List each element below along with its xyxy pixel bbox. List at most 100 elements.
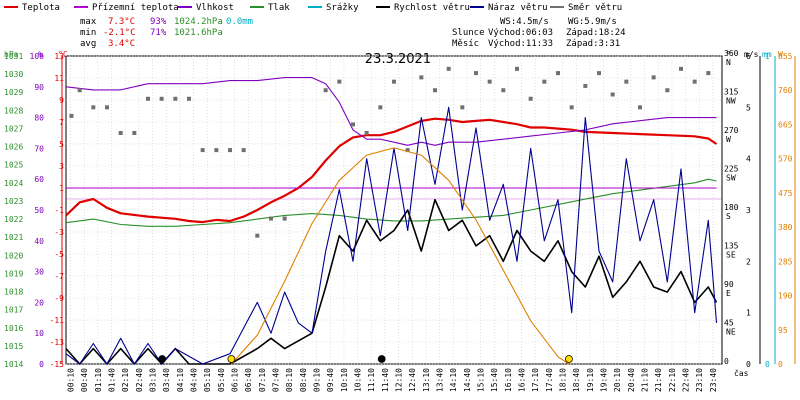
stat-wg: WG:5.9m/s [568,17,617,27]
wm2-tick-label: 475 [778,189,793,198]
stat-min-temp: -2.1°C [103,28,136,38]
pct-tick-label: 10 [34,329,44,338]
x-tick-label: 15:40 [490,368,499,392]
legend-label: Vlhkost [196,3,234,13]
dir-axis-unit: ° [726,50,731,59]
dir-tick-label: 0 [724,357,729,366]
dir-tick-label: 135 [724,242,739,251]
stat-avg-label: avg [80,39,96,49]
dir-tick-label: 360 [724,49,739,58]
x-tick-label: 07:40 [272,368,281,392]
temp-tick-label: -3 [54,228,64,237]
x-tick-label: 07:10 [258,368,267,392]
dir-compass-label: W [726,135,731,144]
x-axis-label: čas [734,368,749,378]
stat-avg-temp: 3.4°C [108,39,135,49]
wind-direction-point [610,92,615,97]
pct-tick-label: 70 [34,144,44,153]
stat-ws: WS:4.5m/s [500,17,549,27]
x-tick-label: 12:10 [395,368,404,392]
pct-tick-label: 60 [34,175,44,184]
sun-label: Slunce [452,28,485,38]
x-tick-label: 19:10 [586,368,595,392]
hpa-tick-label: 1017 [4,306,23,315]
wind-direction-point [228,148,232,153]
x-tick-label: 14:10 [449,368,458,392]
wm2-tick-label: 190 [778,292,793,301]
wind-direction-point [405,148,410,153]
dir-compass-label: N [726,58,731,67]
temp-tick-label: -9 [54,294,64,303]
wind-direction-point [624,79,629,84]
x-tick-label: 19:40 [600,368,609,392]
x-tick-label: 05:10 [203,368,212,392]
wind-direction-point [556,71,560,76]
wind-direction-point [487,79,492,84]
ms-tick-label: 0 [746,360,751,369]
hpa-tick-label: 1023 [4,197,23,206]
x-tick-label: 00:10 [67,368,76,392]
ms-tick-label: 2 [746,257,751,266]
hpa-tick-label: 1018 [4,288,23,297]
legend-label: Srážky [326,3,359,13]
stats-block: max 7.3°C 93% 1024.2hPa 0.0mm min -2.1°C… [80,17,626,49]
temp-tick-label: 13 [54,52,64,61]
temp-tick-label: -1 [54,206,64,215]
wind-direction-point [638,105,642,110]
hpa-tick-label: 1016 [4,324,23,333]
moonset-marker [158,355,167,363]
wind-direction-point [337,79,342,84]
hpa-tick-label: 1021 [4,233,23,242]
hpa-tick-label: 1019 [4,269,23,278]
wind-direction-point [105,105,109,110]
x-tick-label: 10:40 [354,368,363,392]
wind-direction-point [323,88,328,93]
wind-direction-point [118,131,123,135]
dir-compass-label: S [726,212,731,221]
x-tick-label: 03:40 [162,368,171,392]
pct-tick-label: 80 [34,114,44,123]
sun-rise: Východ:06:03 [488,28,553,38]
wind-direction-point [597,71,601,76]
wind-direction-point [392,79,396,84]
pct-tick-label: 30 [34,268,44,277]
moon-set: Západ:3:31 [566,39,620,49]
x-tick-label: 21:10 [641,368,650,392]
x-tick-label: 11:10 [367,368,376,392]
dir-compass-label: NW [726,97,736,106]
x-tick-label: 13:40 [436,368,445,392]
x-tick-label: 18:10 [559,368,568,392]
wind-direction-point [528,96,533,101]
dir-tick-label: 225 [724,165,739,174]
x-tick-label: 17:40 [545,368,554,392]
dir-compass-label: SE [726,251,736,260]
x-tick-label: 01:40 [108,368,117,392]
hpa-tick-label: 1031 [4,52,23,61]
x-tick-label: 04:40 [190,368,199,392]
pct-tick-label: 50 [34,206,44,215]
x-tick-label: 22:40 [682,368,691,392]
ms-tick-label: 1 [746,309,751,318]
x-tick-label: 08:10 [285,368,294,392]
x-tick-label: 08:40 [299,368,308,392]
x-tick-label: 04:10 [176,368,185,392]
wind-direction-point [706,71,711,76]
x-tick-label: 17:10 [531,368,540,392]
wind-direction-point [583,83,588,88]
x-tick-label: 20:10 [613,368,622,392]
hpa-tick-label: 1024 [4,179,23,188]
x-tick-label: 03:10 [149,368,158,392]
wind-direction-point [255,233,260,238]
temp-tick-label: -13 [50,338,65,347]
wind-direction-point [282,216,287,221]
x-tick-label: 16:40 [518,368,527,392]
hpa-tick-label: 1028 [4,106,23,115]
pct-tick-label: 100 [30,52,45,61]
stat-max-rain: 0.0mm [226,17,253,27]
wind-direction-point [651,75,656,80]
wind-direction-point [501,88,506,93]
sun-set: Západ:18:24 [566,28,626,38]
wind-direction-point [679,66,683,71]
hpa-tick-label: 1022 [4,215,23,224]
